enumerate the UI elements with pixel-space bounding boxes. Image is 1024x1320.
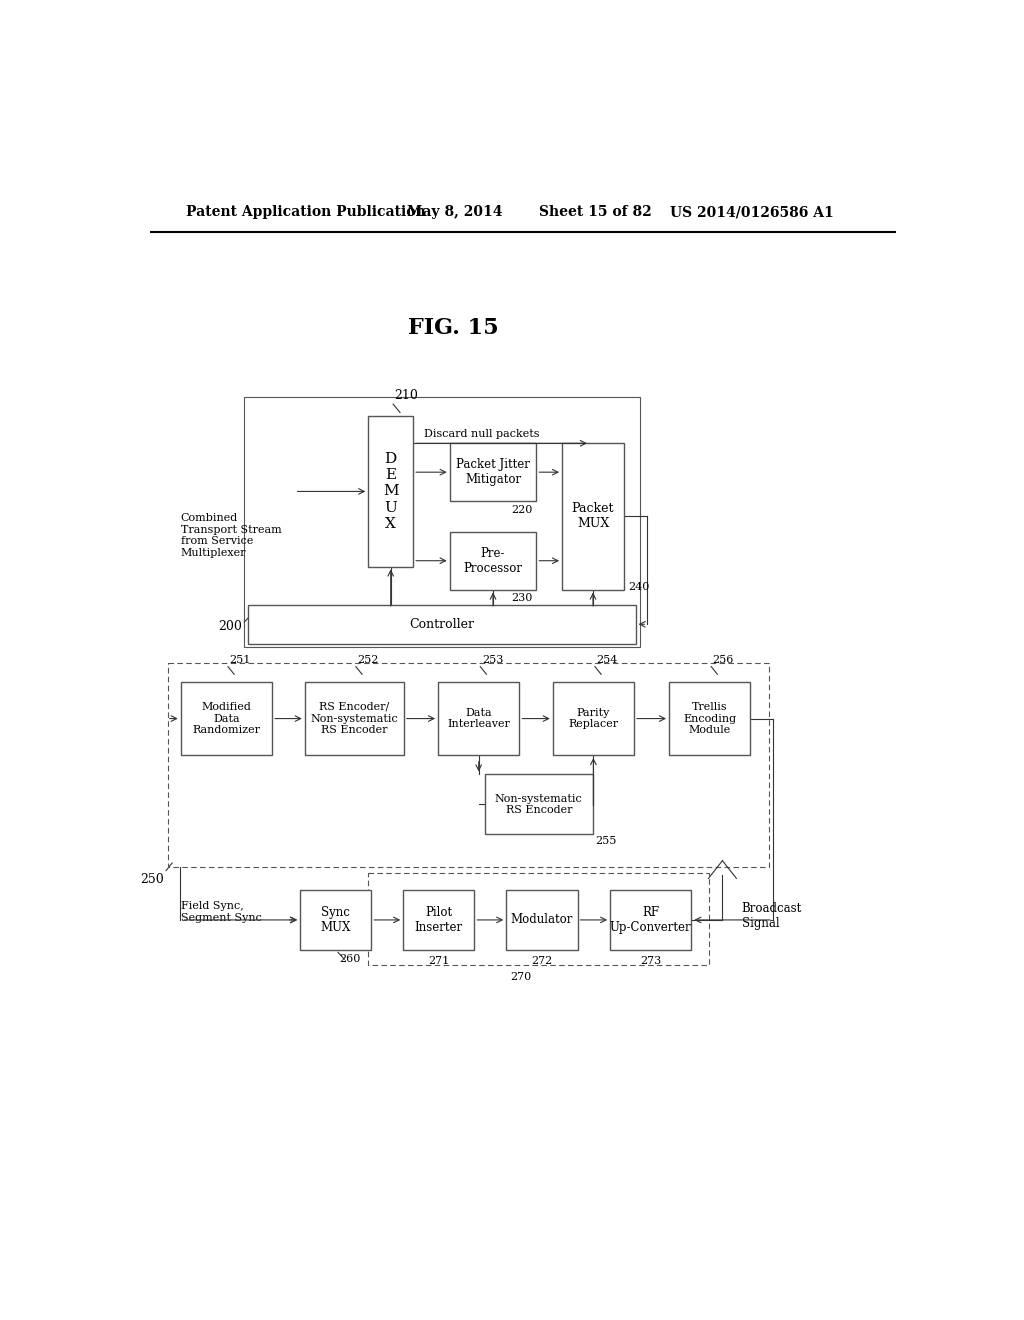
Text: 210: 210 xyxy=(394,389,419,403)
Text: 270: 270 xyxy=(510,972,531,982)
Bar xyxy=(300,890,372,950)
Bar xyxy=(610,890,691,950)
Text: 256: 256 xyxy=(713,655,734,665)
Text: D
E
M
U
X: D E M U X xyxy=(383,451,398,531)
Text: Non-systematic
RS Encoder: Non-systematic RS Encoder xyxy=(495,793,583,816)
Text: 254: 254 xyxy=(597,655,617,665)
Text: Combined
Transport Stream
from Service
Multiplexer: Combined Transport Stream from Service M… xyxy=(180,513,282,558)
Text: May 8, 2014: May 8, 2014 xyxy=(407,206,503,219)
Bar xyxy=(450,444,537,502)
Text: 255: 255 xyxy=(595,836,616,846)
Text: Packet Jitter
Mitigator: Packet Jitter Mitigator xyxy=(456,458,530,486)
Bar xyxy=(369,416,414,566)
Text: RS Encoder/
Non-systematic
RS Encoder: RS Encoder/ Non-systematic RS Encoder xyxy=(310,702,398,735)
Text: 273: 273 xyxy=(640,956,662,966)
Bar xyxy=(484,775,593,834)
Text: RF
Up-Converter: RF Up-Converter xyxy=(610,906,691,935)
Text: 200: 200 xyxy=(218,620,242,634)
Text: Modulator: Modulator xyxy=(511,913,573,927)
Bar xyxy=(562,444,624,590)
Bar xyxy=(248,605,636,644)
Bar xyxy=(403,890,474,950)
Text: FIG. 15: FIG. 15 xyxy=(409,317,499,339)
Bar xyxy=(450,532,537,590)
Bar xyxy=(305,682,403,755)
Text: Discard null packets: Discard null packets xyxy=(424,429,540,440)
Text: 272: 272 xyxy=(531,956,553,966)
Text: Field Sync,
Segment Sync: Field Sync, Segment Sync xyxy=(180,902,261,923)
Text: Pilot
Inserter: Pilot Inserter xyxy=(415,906,463,935)
Bar xyxy=(369,873,710,965)
Text: Data
Interleaver: Data Interleaver xyxy=(447,708,510,730)
Bar xyxy=(168,663,769,867)
Text: Sheet 15 of 82: Sheet 15 of 82 xyxy=(539,206,651,219)
Text: Modified
Data
Randomizer: Modified Data Randomizer xyxy=(193,702,260,735)
Bar xyxy=(506,890,578,950)
Text: Patent Application Publication: Patent Application Publication xyxy=(186,206,426,219)
Text: 260: 260 xyxy=(340,954,360,964)
Text: 220: 220 xyxy=(511,506,532,515)
Bar xyxy=(669,682,751,755)
Text: 250: 250 xyxy=(140,873,165,886)
Text: Pre-
Processor: Pre- Processor xyxy=(464,546,522,574)
Text: Trellis
Encoding
Module: Trellis Encoding Module xyxy=(683,702,736,735)
Text: 271: 271 xyxy=(428,956,450,966)
Bar xyxy=(245,397,640,647)
Text: 230: 230 xyxy=(511,594,532,603)
Bar xyxy=(438,682,519,755)
Text: Sync
MUX: Sync MUX xyxy=(321,906,351,935)
Bar xyxy=(553,682,634,755)
Text: US 2014/0126586 A1: US 2014/0126586 A1 xyxy=(671,206,835,219)
Text: Controller: Controller xyxy=(410,618,474,631)
Text: 252: 252 xyxy=(357,655,379,665)
Text: 253: 253 xyxy=(481,655,503,665)
Bar xyxy=(180,682,272,755)
Text: Parity
Replacer: Parity Replacer xyxy=(568,708,618,730)
Text: Broadcast
Signal: Broadcast Signal xyxy=(741,902,802,931)
Text: 251: 251 xyxy=(229,655,251,665)
Text: 240: 240 xyxy=(628,582,649,591)
Text: Packet
MUX: Packet MUX xyxy=(571,503,614,531)
